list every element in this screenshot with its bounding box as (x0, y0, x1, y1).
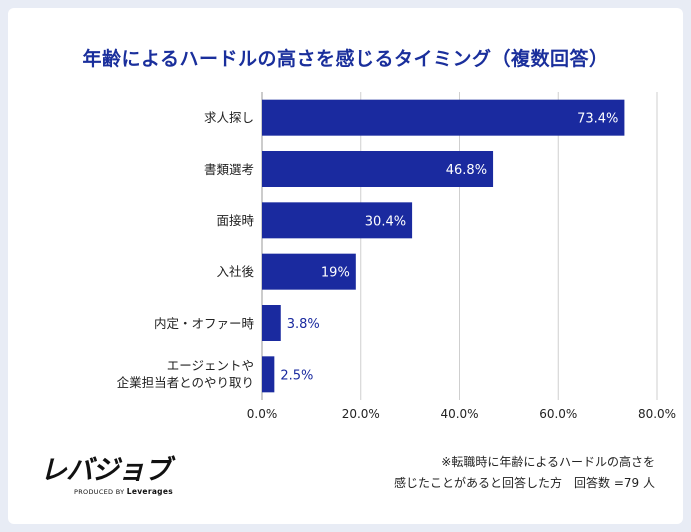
bar (262, 202, 413, 239)
x-tick-label: 60.0% (539, 407, 577, 421)
category-label: 内定・オファー時 (154, 315, 254, 332)
category-label-line: 内定・オファー時 (153, 315, 254, 331)
bar (262, 151, 494, 187)
footnote-line-2: 感じたことがあると回答した方 回答数 =79 人 (394, 476, 655, 490)
category-label: 書類選考 (204, 161, 254, 178)
category-label-line: エージェントや (166, 358, 254, 374)
bar-value-label: 46.8% (446, 163, 487, 178)
category-label: エージェントや 企業担当者とのやり取り (117, 357, 254, 391)
category-label-line: 書類選考 (203, 161, 254, 177)
x-tick-label: 40.0% (440, 407, 478, 421)
bar-value-label: 30.4% (365, 214, 406, 229)
bar-value-label: 19% (321, 266, 350, 281)
category-label: 求人探し (204, 109, 254, 126)
leverages-logo: レバジョブ PRODUCED BY Leverages (40, 448, 173, 496)
footnote: ※転職時に年齢によるハードルの高さを 感じたことがあると回答した方 回答数 =7… (394, 452, 655, 494)
bar-value-label: 3.8% (287, 317, 320, 332)
category-label-line: 求人探し (203, 110, 254, 126)
category-label-line: 面接時 (216, 212, 254, 228)
logo-tagline-prefix: PRODUCED BY (74, 488, 125, 496)
bar-value-label: 73.4% (577, 112, 618, 127)
bar (262, 253, 356, 290)
logo-tagline-brand: Leverages (126, 487, 174, 496)
category-label: 面接時 (216, 212, 254, 229)
x-tick-label: 80.0% (638, 407, 676, 421)
logo-tagline: PRODUCED BY Leverages (74, 487, 173, 496)
footnote-line-1: ※転職時に年齢によるハードルの高さを (441, 455, 655, 469)
category-label-line: 企業担当者とのやり取り (116, 375, 254, 391)
bar (262, 99, 625, 136)
bar (262, 356, 275, 393)
chart-title: 年齢によるハードルの高さを感じるタイミング（複数回答） (82, 48, 609, 70)
x-tick-label: 0.0% (247, 407, 278, 421)
x-tick-label: 20.0% (342, 407, 380, 421)
logo-wordmark: レバジョブ (40, 455, 171, 486)
bar-value-label: 2.5% (280, 368, 313, 383)
category-label: 入社後 (216, 263, 254, 280)
bar (262, 305, 281, 341)
category-label-line: 入社後 (216, 264, 254, 280)
